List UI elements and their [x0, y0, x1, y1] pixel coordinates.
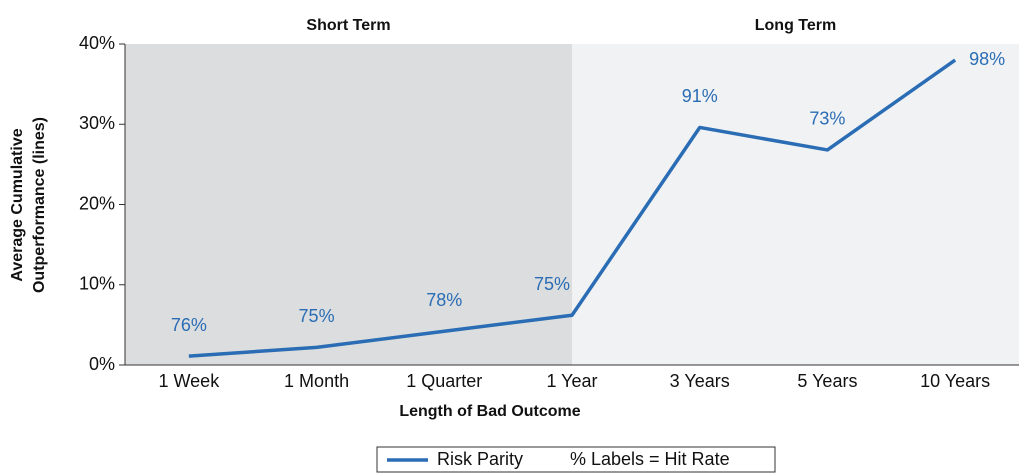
region-label: Short Term	[306, 17, 390, 34]
x-tick-label: 1 Quarter	[406, 371, 482, 391]
x-tick-label: 10 Years	[920, 371, 990, 391]
hit-rate-label: 91%	[682, 86, 718, 106]
x-tick-label: 5 Years	[797, 371, 857, 391]
legend-note: % Labels = Hit Rate	[570, 449, 730, 469]
x-tick-label: 1 Year	[546, 371, 597, 391]
y-tick-label: 30%	[79, 113, 115, 133]
line	[188, 58, 957, 358]
y-tick-label: 0%	[89, 354, 115, 374]
x-axis-label: Length of Bad Outcome	[399, 403, 580, 420]
hit-rate-label: 76%	[171, 315, 207, 335]
hit-rate-label: 75%	[534, 274, 570, 294]
hit-rate-label: 75%	[299, 306, 335, 326]
y-tick-label: 40%	[79, 33, 115, 53]
y-tick-label: 20%	[79, 193, 115, 213]
y-axis-label: Average Cumulative	[9, 128, 26, 281]
region	[125, 44, 572, 365]
hit-rate-label: 98%	[969, 49, 1005, 69]
hit-rate-label: 73%	[809, 109, 845, 129]
hit-rate-label: 78%	[426, 290, 462, 310]
x-tick-label: 1 Month	[284, 371, 349, 391]
y-axis-label: Outperformance (lines)	[31, 117, 48, 293]
x-tick-label: 3 Years	[670, 371, 730, 391]
legend-label: Risk Parity	[437, 449, 523, 469]
legend	[376, 446, 776, 473]
x-tick-label: 1 Week	[159, 371, 221, 391]
region-label: Long Term	[755, 17, 836, 34]
region	[572, 44, 1019, 365]
y-tick-label: 10%	[79, 274, 115, 294]
